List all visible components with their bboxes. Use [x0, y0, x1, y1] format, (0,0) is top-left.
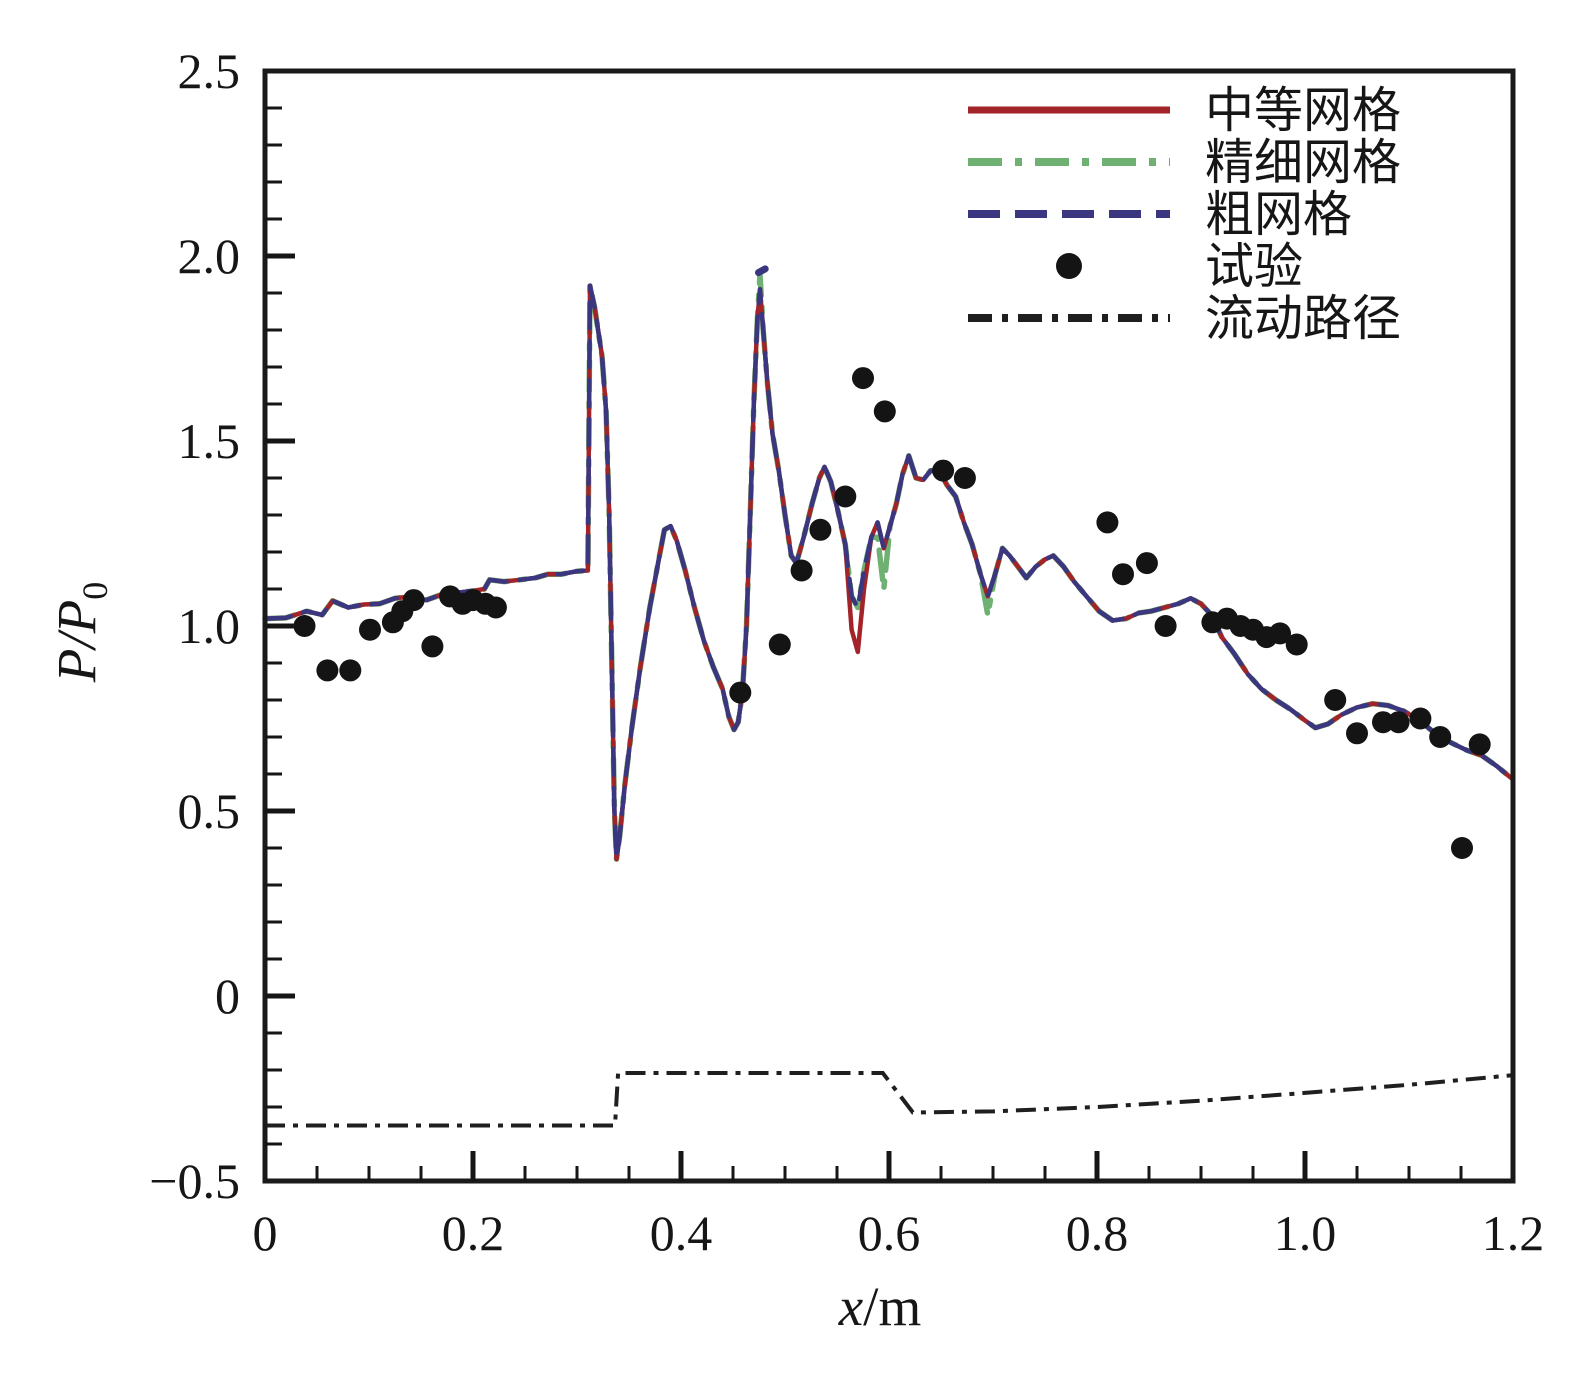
x-tick-label: 1.0	[1274, 1205, 1337, 1261]
experiment-point	[873, 400, 896, 423]
legend-row: 粗网格	[968, 187, 1352, 242]
experiment-point	[953, 467, 976, 489]
experiment-point	[402, 589, 425, 612]
experiment-point	[421, 635, 444, 658]
experiment-point	[834, 485, 857, 508]
experiment-point	[1346, 722, 1368, 745]
experiment-point	[790, 559, 813, 582]
experiment-point	[1429, 726, 1452, 748]
experiment-point	[729, 681, 752, 704]
series-solid-line	[262, 283, 1516, 862]
experiment-point	[1451, 837, 1473, 859]
legend-label: 流动路径	[1205, 291, 1401, 346]
experiment-point	[1387, 711, 1410, 734]
legend-marker-dot	[1056, 253, 1082, 279]
legend-row: 精细网格	[968, 135, 1401, 190]
experiment-point	[1096, 511, 1119, 534]
y-tick-label: 1.5	[178, 413, 241, 469]
experiment-point	[339, 659, 362, 682]
tick-labels-group: 0 0.2 0.4 0.6 0.8 1.0 1.22.52.01.51.00.50−0.5	[149, 43, 1544, 1261]
experiment-point	[293, 615, 316, 637]
legend-label: 精细网格	[1205, 135, 1401, 190]
experiment-point	[1285, 633, 1308, 656]
y-tick-label: 2.5	[178, 43, 241, 99]
x-tick-label: 0	[253, 1205, 278, 1261]
experiment-point	[852, 367, 874, 390]
experiment-point	[1154, 615, 1177, 637]
flow-path-group	[265, 1071, 1514, 1128]
x-tick-label: 0.2	[442, 1205, 505, 1261]
experiment-point	[359, 618, 381, 641]
y-tick-label: −0.5	[149, 1153, 240, 1209]
x-tick-label: 0.4	[650, 1205, 713, 1261]
experiment-point	[1269, 622, 1291, 645]
x-tick-label: 1.2	[1482, 1205, 1545, 1261]
y-tick-label: 0	[215, 968, 240, 1024]
series-dashdot-line	[262, 271, 1516, 862]
tick-marks-group	[265, 106, 1463, 1181]
experiment-point	[768, 633, 791, 656]
experiment-point	[1324, 689, 1347, 711]
y-tick-label: 0.5	[178, 783, 241, 839]
series-peak-tip	[755, 265, 769, 277]
experiment-point	[484, 596, 507, 619]
experiment-point	[316, 659, 339, 682]
legend-row: 试验	[1056, 239, 1303, 294]
legend-row: 中等网格	[968, 83, 1401, 138]
legend-label: 中等网格	[1205, 83, 1401, 138]
flow-path-line	[265, 1071, 1514, 1128]
experiment-point	[932, 459, 955, 482]
legend-label: 粗网格	[1205, 187, 1352, 242]
x-tick-label: 0.6	[858, 1205, 921, 1261]
experiment-point	[1468, 733, 1491, 756]
experiment-point	[1409, 707, 1432, 730]
series-dashed-line	[262, 283, 1516, 862]
legend-label: 试验	[1205, 239, 1303, 294]
experiment-point	[1372, 711, 1394, 734]
legend-row: 流动路径	[968, 291, 1401, 346]
experiment-point	[1112, 563, 1134, 586]
experiment-point	[809, 518, 832, 541]
y-tick-label: 1.0	[178, 598, 241, 654]
y-tick-label: 2.0	[178, 228, 241, 284]
y-axis-title: P/P0	[46, 582, 115, 683]
experiment-point	[1135, 552, 1158, 575]
experiment-points-group	[293, 367, 1491, 859]
x-axis-title: x/m	[838, 1276, 921, 1337]
curve-series-group	[262, 265, 1516, 862]
x-tick-label: 0.8	[1066, 1205, 1129, 1261]
